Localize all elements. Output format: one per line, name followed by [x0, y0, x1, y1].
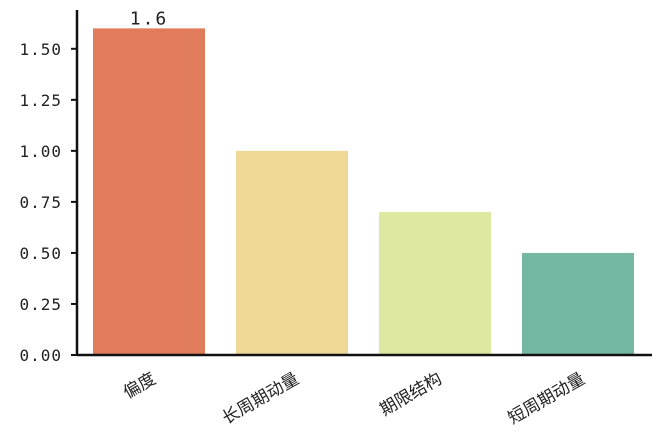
y-tick-label: 1.00 — [19, 142, 62, 161]
y-tick-label: 1.50 — [19, 40, 62, 59]
x-category-label: 短周期动量 — [505, 369, 589, 429]
bar-4 — [522, 252, 634, 355]
y-tick-label: 0.25 — [19, 295, 62, 314]
data-labels-group: 1.6 — [130, 8, 169, 29]
y-axis-ticks: 0.00 0.25 0.50 0.75 1.00 1.25 1.50 — [19, 40, 77, 365]
x-axis-category-labels: 偏度 长周期动量 期限结构 短周期动量 — [120, 369, 588, 429]
bar-3 — [379, 212, 491, 355]
x-category-label: 偏度 — [120, 369, 159, 403]
y-tick-label: 0.75 — [19, 193, 62, 212]
bar-data-label: 1.6 — [130, 8, 169, 29]
y-tick-label: 0.50 — [19, 244, 62, 263]
x-category-label: 期限结构 — [377, 369, 446, 420]
bars-group — [93, 28, 634, 356]
bar-1 — [93, 28, 205, 356]
y-tick-label: 1.25 — [19, 91, 62, 110]
y-tick-label: 0.00 — [19, 346, 62, 365]
bar-2 — [236, 150, 348, 355]
x-category-label: 长周期动量 — [219, 369, 303, 429]
